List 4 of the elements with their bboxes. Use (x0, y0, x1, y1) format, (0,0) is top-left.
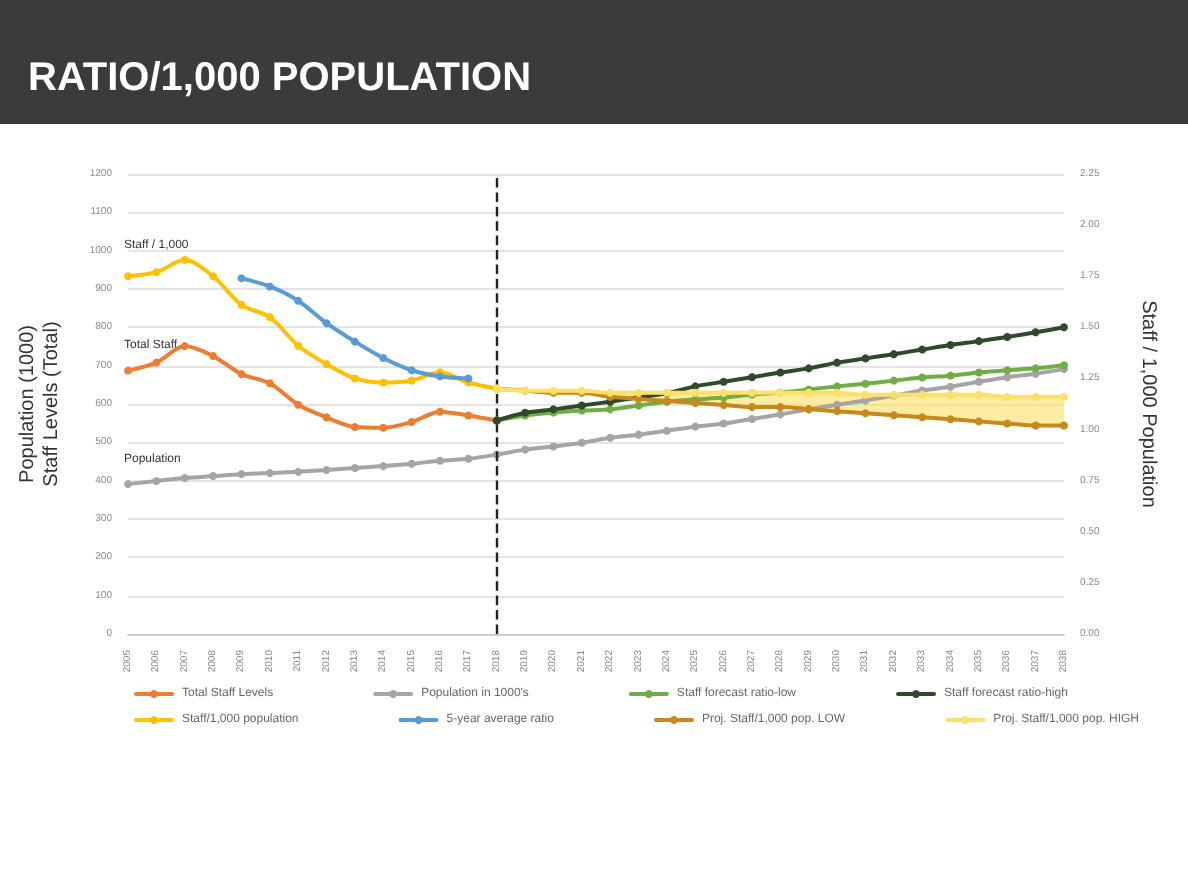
chart-title: RATIO/1,000 POPULATION (28, 56, 532, 102)
y-axis-title: Population (1000) Staff Levels (Total) (17, 321, 63, 487)
y2-axis-title: Staff / 1,000 Population (1137, 300, 1159, 508)
header-banner: RATIO/1,000 POPULATION (0, 0, 1188, 124)
